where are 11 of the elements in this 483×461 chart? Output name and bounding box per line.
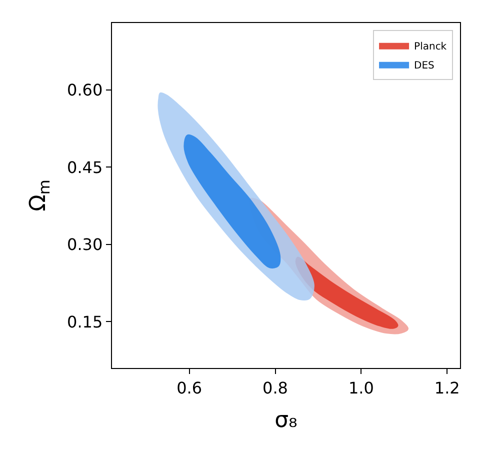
x-axis-title: σ₈ (274, 408, 298, 434)
x-tick-label: 1.2 (434, 378, 460, 398)
x-tick-label: 0.6 (176, 378, 202, 398)
x-tick-label: 1.0 (348, 378, 374, 398)
legend-label: DES (414, 60, 434, 72)
y-tick-label: 0.45 (67, 158, 103, 177)
y-tick-label: 0.15 (67, 312, 103, 332)
x-tick-label: 0.8 (262, 378, 288, 398)
y-tick-label: 0.30 (67, 235, 103, 254)
legend-label: Planck (414, 41, 447, 52)
y-tick-label: 0.60 (67, 80, 103, 100)
